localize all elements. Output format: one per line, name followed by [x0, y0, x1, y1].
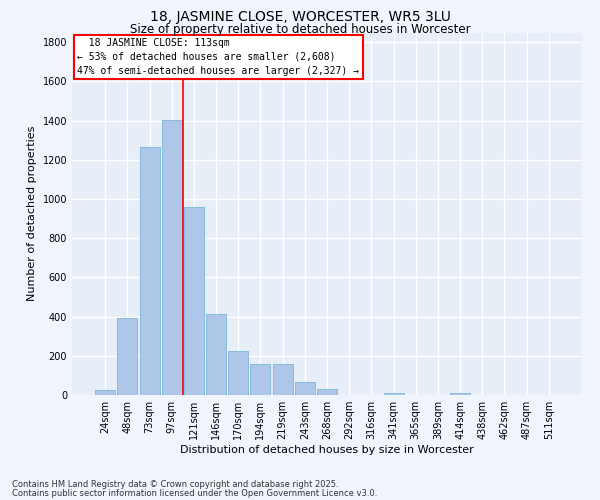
Bar: [272, 364, 293, 395]
Bar: [140, 147, 160, 395]
Text: 18, JASMINE CLOSE, WORCESTER, WR5 3LU: 18, JASMINE CLOSE, WORCESTER, WR5 3LU: [149, 10, 451, 24]
Bar: [250, 364, 271, 395]
Bar: [295, 382, 315, 395]
Text: Contains HM Land Registry data © Crown copyright and database right 2025.: Contains HM Land Registry data © Crown c…: [12, 480, 338, 489]
Y-axis label: Number of detached properties: Number of detached properties: [27, 126, 37, 302]
Bar: [206, 314, 226, 395]
Bar: [317, 389, 337, 395]
Bar: [95, 390, 115, 395]
Bar: [228, 351, 248, 395]
Bar: [450, 393, 470, 395]
Bar: [383, 393, 404, 395]
X-axis label: Distribution of detached houses by size in Worcester: Distribution of detached houses by size …: [180, 445, 474, 455]
Bar: [118, 318, 137, 395]
Text: 18 JASMINE CLOSE: 113sqm
← 53% of detached houses are smaller (2,608)
47% of sem: 18 JASMINE CLOSE: 113sqm ← 53% of detach…: [77, 38, 359, 76]
Bar: [184, 207, 204, 395]
Text: Size of property relative to detached houses in Worcester: Size of property relative to detached ho…: [130, 22, 470, 36]
Bar: [162, 120, 182, 395]
Text: Contains public sector information licensed under the Open Government Licence v3: Contains public sector information licen…: [12, 488, 377, 498]
